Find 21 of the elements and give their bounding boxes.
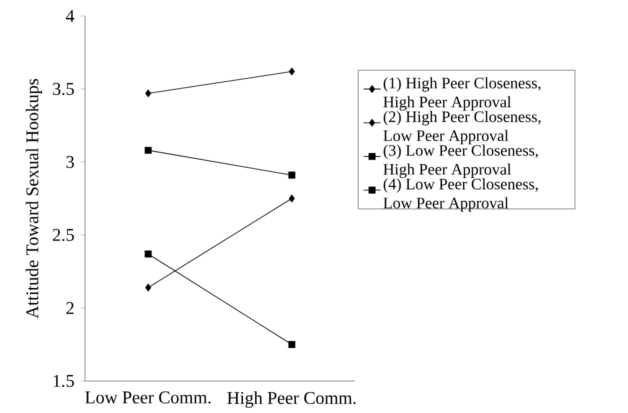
legend-label: (1) High Peer Closeness, High Peer Approval xyxy=(383,77,540,111)
point xyxy=(288,68,295,76)
y-tick-label: 4 xyxy=(66,10,74,22)
x-tick-label: Low Peer Comm. xyxy=(85,391,211,404)
point xyxy=(288,341,296,348)
legend-label: (2) High Peer Closeness, Low Peer Approval xyxy=(383,110,540,144)
legend-label: (3) Low Peer Closeness, High Peer Approval xyxy=(383,144,538,178)
y-tick-label: 1.5 xyxy=(54,374,74,388)
y-tick-label: 2 xyxy=(66,302,74,314)
point xyxy=(288,172,296,179)
y-axis-title: Attitude Toward Sexual Hookups xyxy=(26,78,42,318)
y-tick-label: 3 xyxy=(66,156,74,168)
y-tick-label: 2.5 xyxy=(52,228,74,242)
point xyxy=(288,194,295,202)
point xyxy=(144,250,152,258)
y-tick-label: 3.5 xyxy=(53,82,74,96)
point xyxy=(145,89,152,98)
point xyxy=(144,146,152,154)
point xyxy=(145,284,152,292)
legend-label: (4) Low Peer Closeness, Low Peer Approval xyxy=(383,178,538,212)
x-tick-label: High Peer Comm. xyxy=(227,391,356,408)
